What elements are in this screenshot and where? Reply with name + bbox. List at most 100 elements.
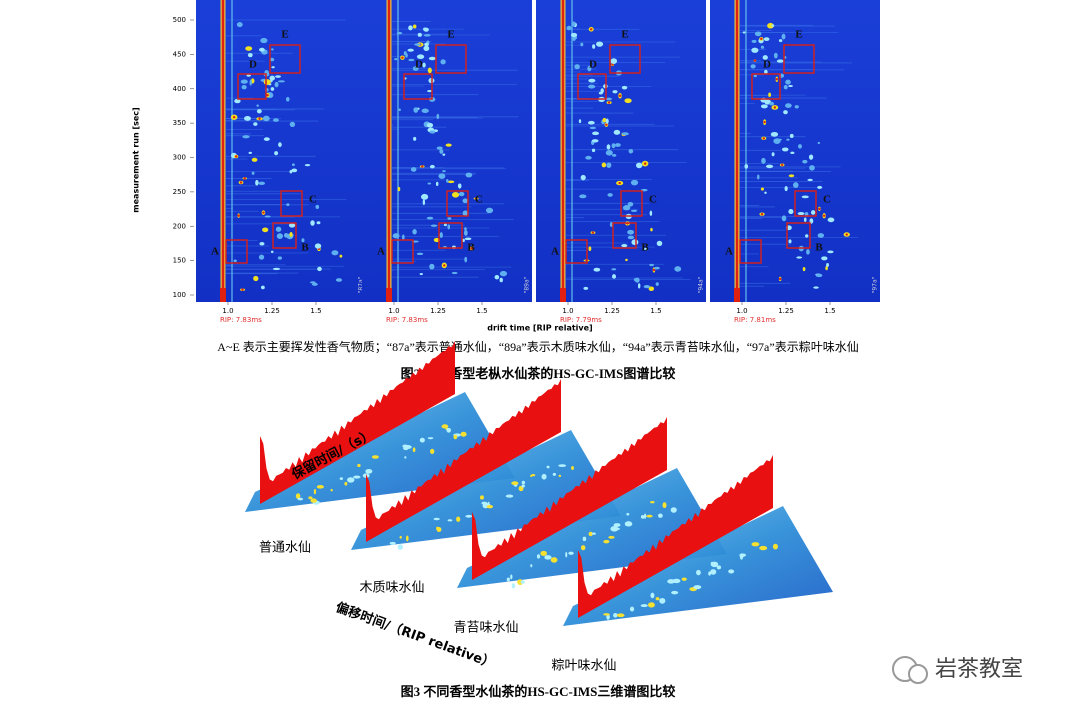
peak xyxy=(417,32,422,37)
spectrum-peak xyxy=(308,496,313,500)
spectrum-peak xyxy=(520,580,525,584)
spectrum-peak xyxy=(419,437,425,443)
spectrum-peak xyxy=(404,456,407,459)
peak xyxy=(251,171,255,175)
spectrum-peak xyxy=(347,477,355,483)
marker-label: B xyxy=(641,242,649,254)
peak xyxy=(424,42,429,47)
peak xyxy=(430,224,438,227)
peak xyxy=(260,37,268,44)
peak xyxy=(258,181,266,186)
peak xyxy=(627,235,635,240)
peak xyxy=(763,37,770,42)
peak xyxy=(275,75,282,78)
spectrum-peak xyxy=(681,577,687,581)
peak xyxy=(742,31,746,34)
y-tick-label: 450 xyxy=(173,50,186,58)
peak xyxy=(272,267,281,271)
marker-label: C xyxy=(309,194,317,206)
peak xyxy=(335,278,343,282)
spectrum-peak xyxy=(710,561,714,567)
peak xyxy=(423,45,430,52)
peak-core xyxy=(618,94,622,97)
spectrum-peak xyxy=(297,497,304,501)
peak xyxy=(605,150,613,156)
x-tick-label: 1.25 xyxy=(778,307,794,315)
peak xyxy=(274,81,279,88)
spectrum-peak xyxy=(544,555,552,560)
spectrum-peak xyxy=(650,592,655,599)
marker-label: C xyxy=(475,194,483,206)
peak xyxy=(311,282,318,286)
spectrum-peak xyxy=(759,545,768,551)
peak xyxy=(572,37,576,41)
peak xyxy=(611,268,617,271)
peak xyxy=(278,142,282,148)
marker-box xyxy=(391,239,414,264)
peak xyxy=(750,64,756,69)
peak xyxy=(602,117,607,123)
peak xyxy=(462,210,469,217)
spectrum-peak xyxy=(640,514,645,519)
x-tick-label: 1.5 xyxy=(824,307,835,315)
peak xyxy=(607,193,613,197)
peak xyxy=(440,59,446,65)
peak xyxy=(422,62,426,68)
peak-core xyxy=(818,207,821,211)
peak xyxy=(304,164,311,167)
peak xyxy=(764,191,767,194)
figure-note: A~E 表示主要挥发性香气物质；“87a”表示普通水仙，“89a”表示木质味水仙… xyxy=(217,339,858,354)
watermark-text: 岩茶教室 xyxy=(935,657,1023,682)
spectrum-peak xyxy=(510,574,513,580)
peak xyxy=(462,238,465,243)
peak xyxy=(771,152,775,157)
peak xyxy=(253,275,259,282)
heatmap-panel: A B C D E "89a" xyxy=(362,0,532,302)
figure-3d xyxy=(245,341,833,626)
peak-core xyxy=(243,177,246,180)
spectrum-peak xyxy=(446,427,451,433)
spectrum-peak xyxy=(371,455,379,459)
marker-label: B xyxy=(815,242,823,254)
spectrum-peak xyxy=(568,551,574,555)
peak xyxy=(289,121,296,127)
peak-core xyxy=(845,233,848,236)
peak xyxy=(610,58,618,64)
spectrum-peak xyxy=(397,544,403,550)
peak xyxy=(242,135,250,139)
peak xyxy=(825,265,828,271)
marker-box xyxy=(269,44,301,74)
peak xyxy=(789,133,794,138)
peak xyxy=(788,239,792,244)
peak xyxy=(751,47,759,53)
peak xyxy=(773,52,778,59)
peak-core xyxy=(778,277,782,281)
peak xyxy=(270,87,275,91)
peak-core xyxy=(605,123,608,126)
spectrum-peak xyxy=(429,448,435,454)
peak xyxy=(757,174,760,180)
peak xyxy=(413,136,417,141)
spectrum-peak xyxy=(530,564,533,568)
marker-label: E xyxy=(281,29,288,41)
rip-label: RIP: 7.81ms xyxy=(734,316,776,324)
peak xyxy=(301,238,305,243)
peak-core xyxy=(760,212,764,216)
y-tick-label: 400 xyxy=(173,85,186,93)
peak xyxy=(585,155,592,160)
peak xyxy=(263,79,271,86)
peak-core xyxy=(760,37,763,41)
peak xyxy=(259,47,265,52)
peak xyxy=(674,266,682,272)
peak xyxy=(588,84,596,89)
peak xyxy=(464,237,472,241)
peak xyxy=(624,98,632,104)
peak xyxy=(630,179,639,186)
peak xyxy=(622,205,631,211)
x-tick-label: 1.5 xyxy=(310,307,321,315)
peak-core xyxy=(775,78,779,81)
marker-label: E xyxy=(447,29,454,41)
peak xyxy=(621,132,629,136)
peak xyxy=(643,285,651,289)
peak-core xyxy=(443,264,446,267)
